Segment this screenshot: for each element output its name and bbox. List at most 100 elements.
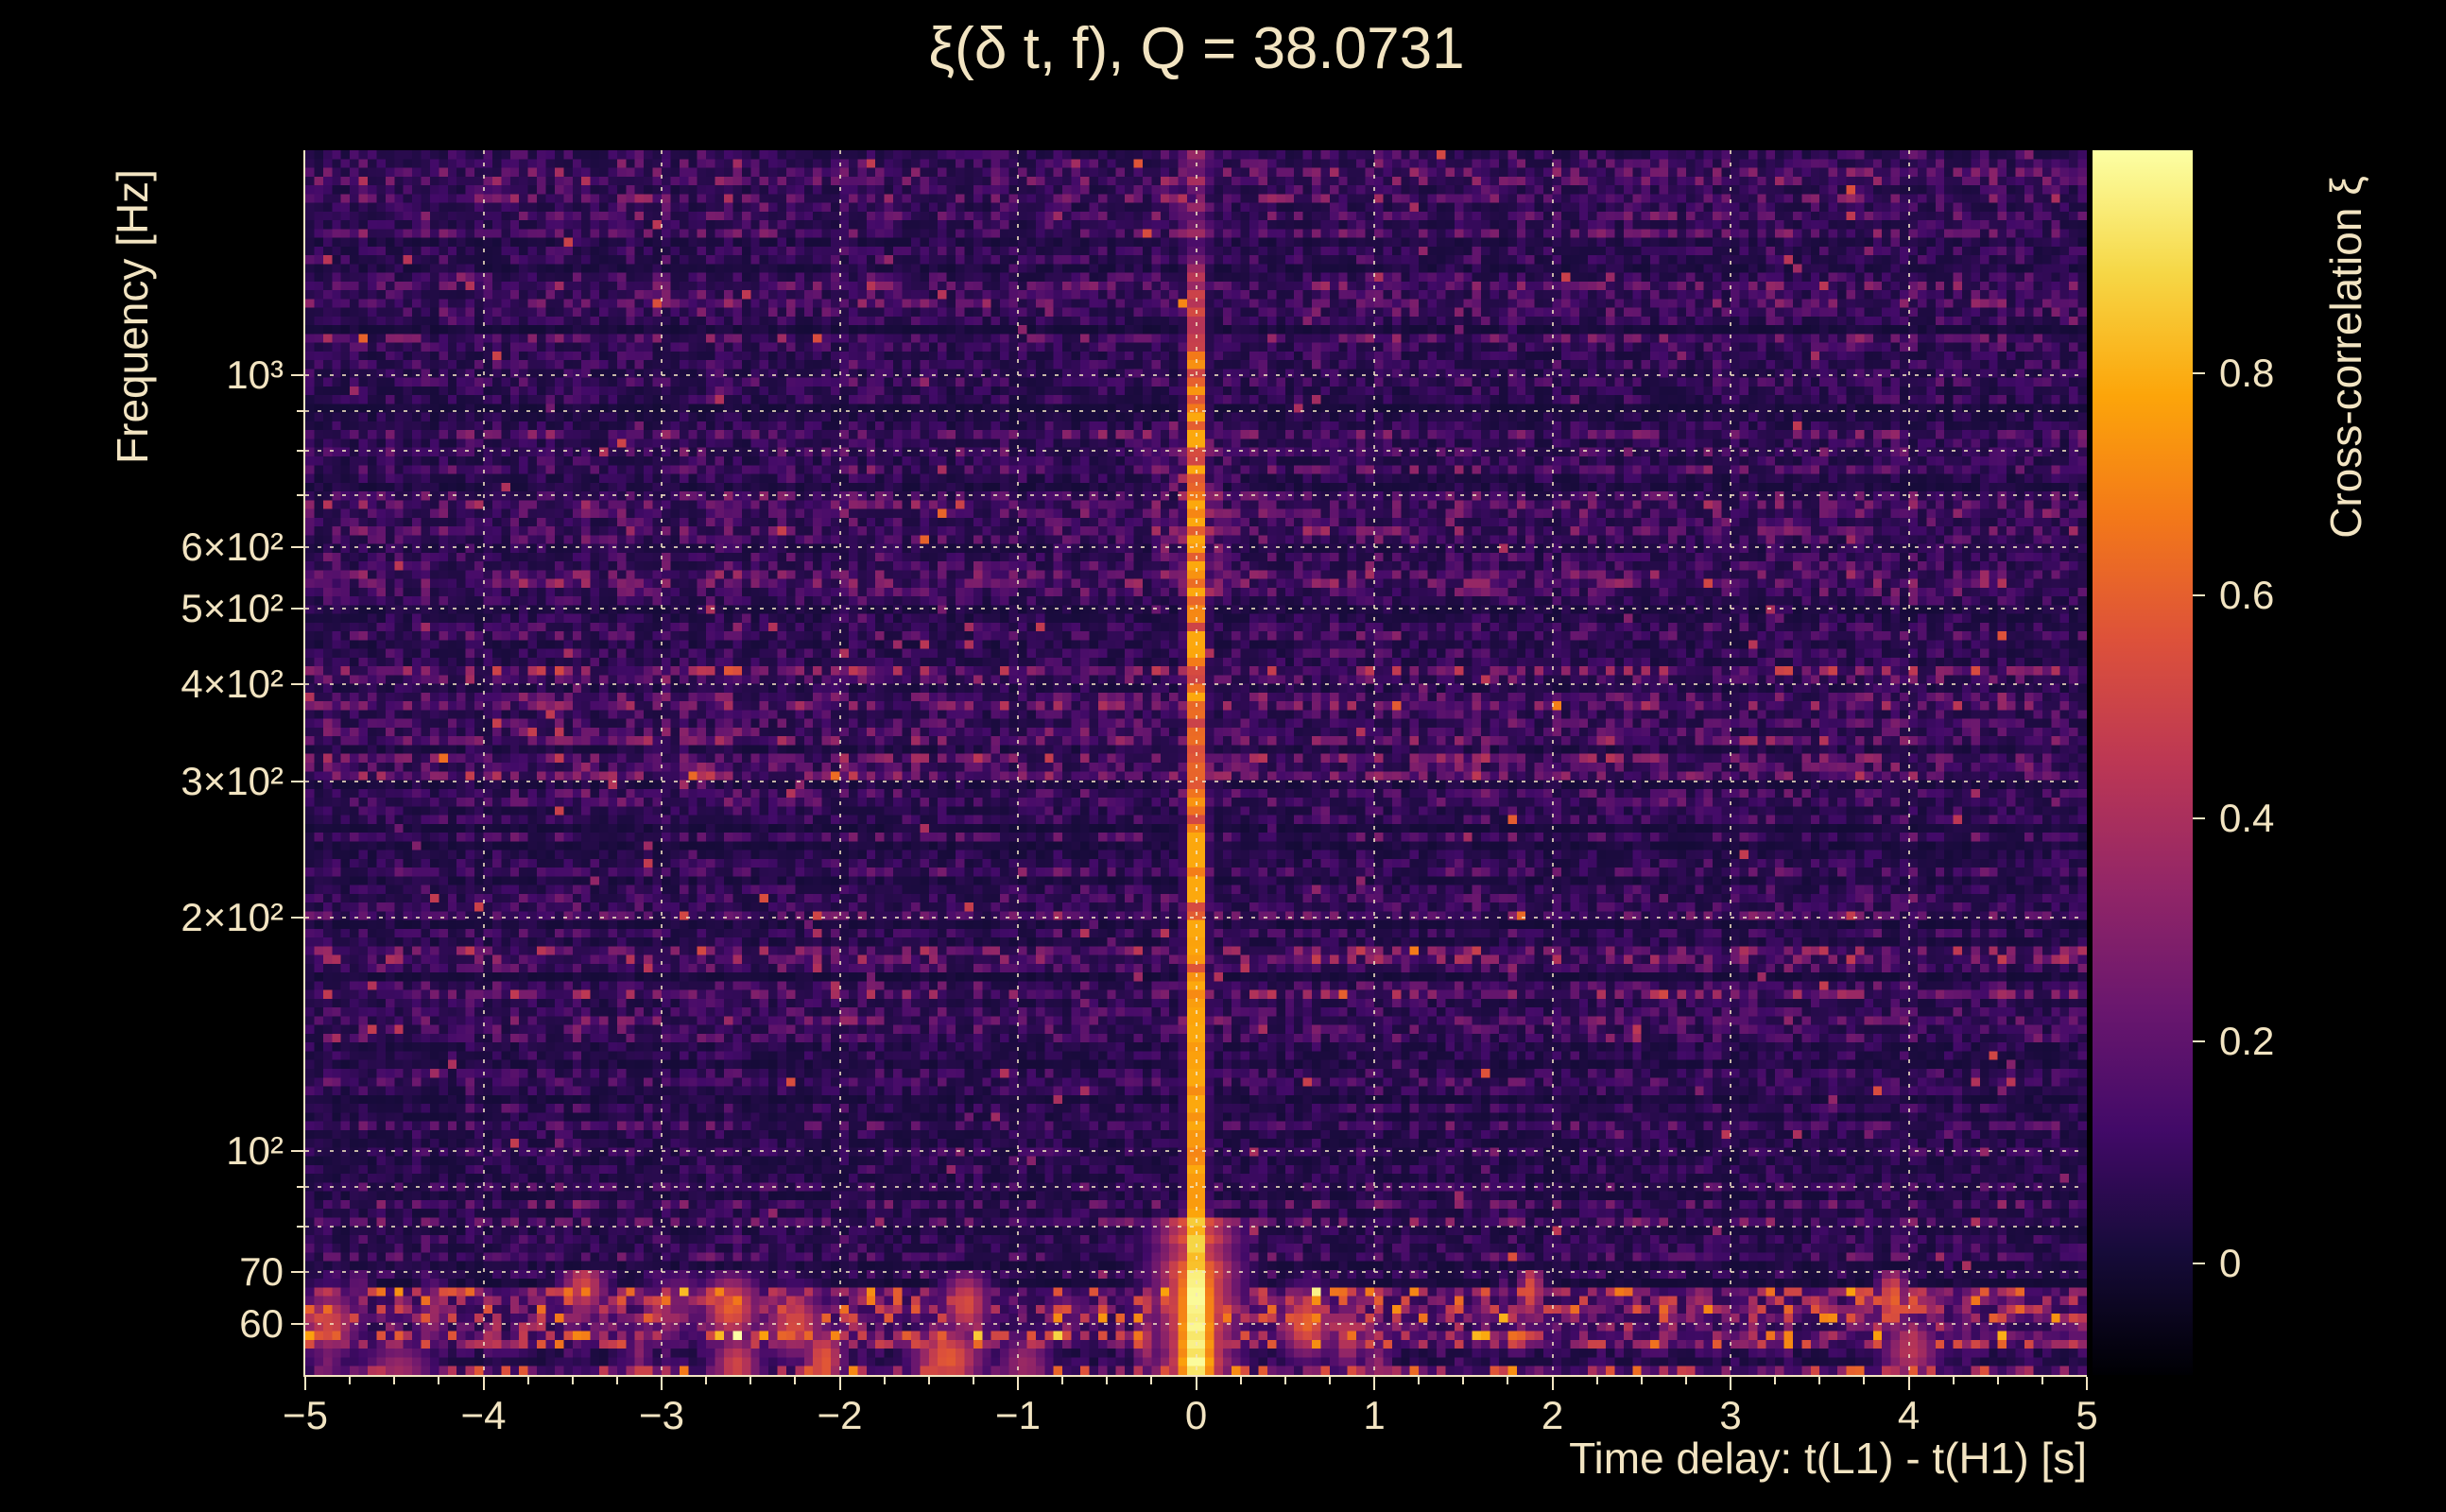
x-tick-label: −1 [995,1393,1041,1437]
colorbar-tick-label: 0.4 [2219,795,2275,840]
gridline-vertical [838,150,841,1375]
y-minor-tick [297,1185,303,1188]
colorbar-tick [2193,1040,2205,1042]
x-tick-label: 4 [1897,1393,1921,1437]
x-tick-label: 1 [1363,1393,1386,1437]
colorbar-tick-label: 0 [2219,1241,2242,1286]
x-minor-tick [615,1377,618,1384]
x-minor-tick [1150,1377,1153,1384]
y-major-tick [291,546,303,549]
x-minor-tick [1328,1377,1331,1384]
x-minor-tick [526,1377,529,1384]
y-tick-label: 70 [239,1248,284,1294]
colorbar [2093,150,2193,1375]
x-minor-tick [749,1377,752,1384]
gridline-horizontal [305,1322,2087,1325]
y-minor-tick [297,494,303,497]
gridline-horizontal [305,780,2087,782]
gridline-horizontal [305,608,2087,610]
x-minor-tick [1595,1377,1598,1384]
gridline-horizontal [305,409,2087,412]
x-major-tick [482,1377,485,1390]
x-minor-tick [1818,1377,1821,1384]
x-tick-label: −3 [639,1393,684,1437]
colorbar-tick-label: 0.6 [2219,573,2275,618]
y-tick-label: 3×10² [181,758,284,803]
x-major-tick [1551,1377,1554,1390]
x-minor-tick [1774,1377,1777,1384]
x-minor-tick [972,1377,974,1384]
y-minor-tick [297,1225,303,1228]
gridline-vertical [1551,150,1554,1375]
x-tick-label: −2 [817,1393,863,1437]
x-minor-tick [927,1377,930,1384]
gridline-horizontal [305,1185,2087,1188]
gridline-horizontal [305,917,2087,919]
y-tick-label: 2×10² [181,895,284,940]
x-minor-tick [2041,1377,2043,1384]
colorbar-tick [2193,594,2205,597]
gridline-horizontal [305,682,2087,685]
x-major-tick [1017,1377,1019,1390]
y-major-tick [291,780,303,782]
colorbar-tick [2193,371,2205,374]
x-minor-tick [571,1377,574,1384]
x-minor-tick [349,1377,352,1384]
gridline-horizontal [305,1225,2087,1228]
x-major-tick [1907,1377,1910,1390]
x-minor-tick [1462,1377,1465,1384]
y-tick-label: 5×10² [181,586,284,631]
x-axis-line [303,1375,2087,1377]
x-minor-tick [1684,1377,1687,1384]
gridline-horizontal [305,374,2087,377]
y-major-tick [291,1270,303,1273]
colorbar-title: Cross-correlation ξ [2321,176,2370,539]
colorbar-tick [2193,816,2205,819]
x-major-tick [304,1377,306,1390]
x-minor-tick [1061,1377,1064,1384]
gridline-vertical [1907,150,1910,1375]
x-major-tick [661,1377,663,1390]
y-tick-label: 4×10² [181,661,284,706]
colorbar-tick [2193,1263,2205,1265]
x-tick-label: −5 [283,1393,328,1437]
gridline-vertical [1017,150,1019,1375]
gridline-vertical [1730,150,1731,1375]
x-tick-label: −4 [460,1393,507,1437]
gridline-horizontal [305,449,2087,452]
x-minor-tick [1952,1377,1955,1384]
x-minor-tick [393,1377,396,1384]
colorbar-tick-label: 0.2 [2219,1018,2275,1063]
x-minor-tick [794,1377,797,1384]
x-minor-tick [1239,1377,1242,1384]
y-tick-label: 10³ [226,352,284,398]
x-minor-tick [1106,1377,1109,1384]
gridline-vertical [482,150,485,1375]
x-tick-label: 5 [2076,1393,2098,1437]
y-major-tick [291,682,303,685]
gridline-horizontal [305,546,2087,549]
x-minor-tick [1418,1377,1421,1384]
y-major-tick [291,1322,303,1325]
x-major-tick [1195,1377,1197,1390]
y-major-tick [291,1150,303,1153]
y-tick-label: 60 [239,1300,284,1346]
x-major-tick [1373,1377,1375,1390]
x-minor-tick [705,1377,708,1384]
gridline-horizontal [305,1270,2087,1273]
x-minor-tick [1507,1377,1509,1384]
x-axis-title: Time delay: t(L1) - t(H1) [s] [1569,1434,2087,1483]
y-axis-line [303,150,305,1377]
y-axis-title: Frequency [Hz] [108,169,157,464]
x-major-tick [838,1377,841,1390]
y-major-tick [291,374,303,377]
gridline-horizontal [305,1150,2087,1153]
x-major-tick [2086,1377,2088,1390]
x-minor-tick [438,1377,440,1384]
y-tick-label: 10² [226,1128,284,1174]
x-major-tick [1730,1377,1731,1390]
gridline-horizontal [305,494,2087,497]
x-minor-tick [1640,1377,1643,1384]
y-major-tick [291,608,303,610]
